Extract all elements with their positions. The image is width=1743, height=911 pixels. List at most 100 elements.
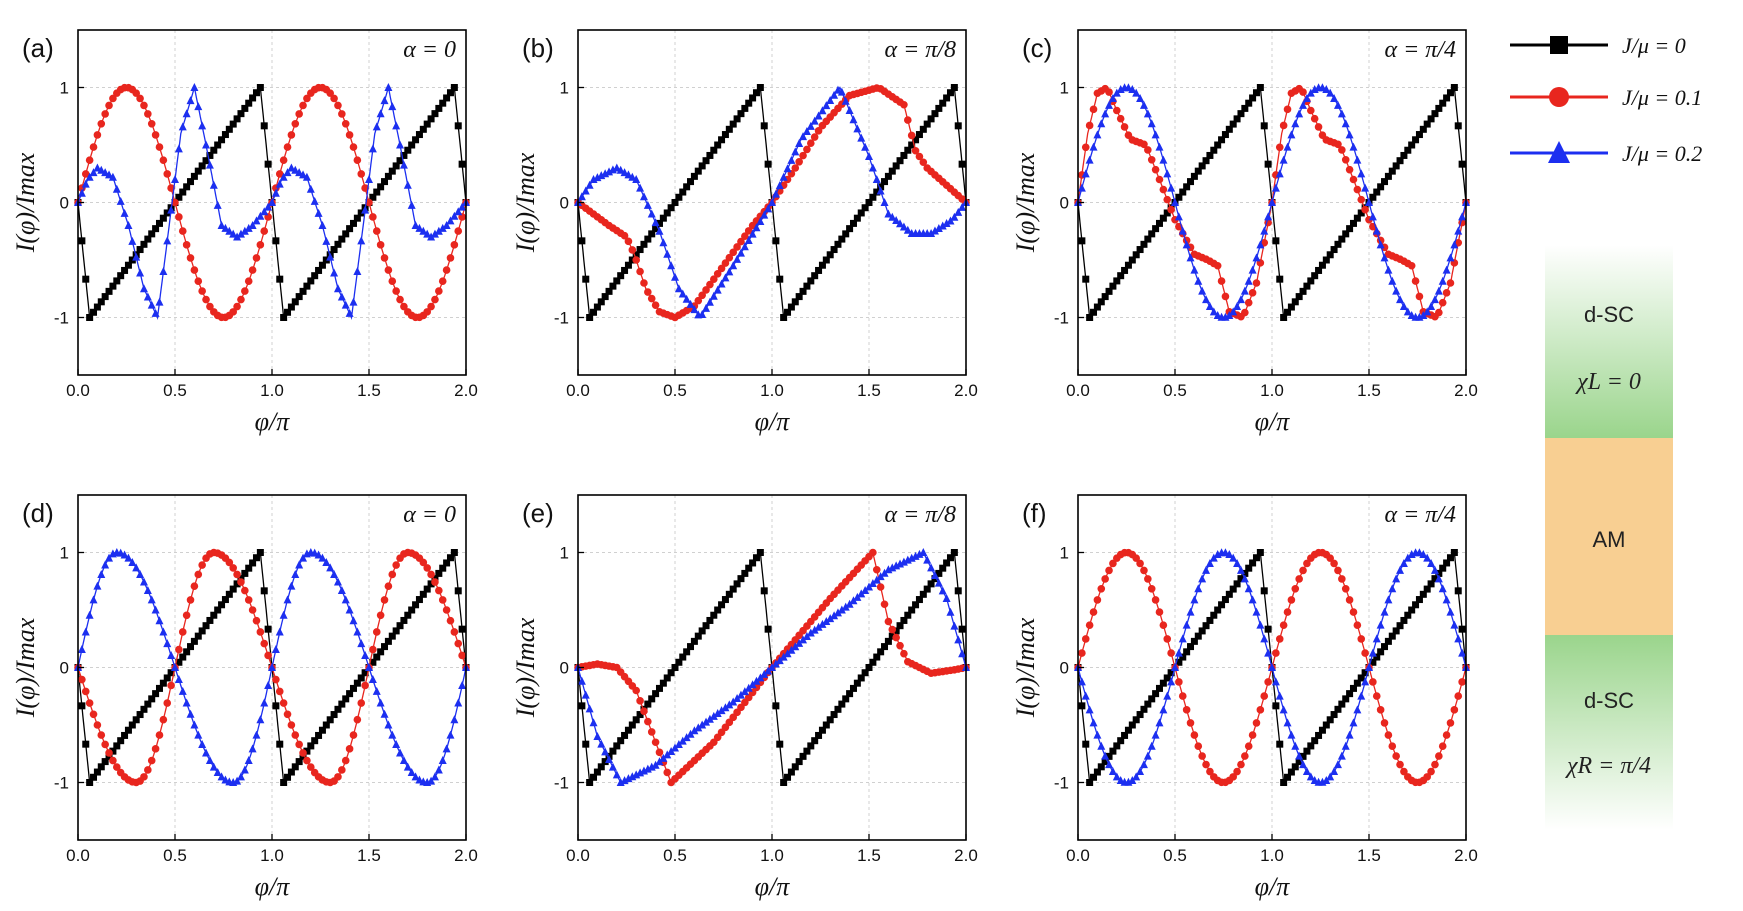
data-point-triangle	[1139, 760, 1148, 769]
data-point-square	[408, 606, 416, 614]
data-point-triangle	[233, 776, 242, 785]
data-point-triangle	[830, 90, 839, 99]
data-point-triangle	[1361, 183, 1370, 192]
data-point-triangle	[938, 586, 947, 595]
data-point-circle	[1341, 584, 1350, 593]
data-point-triangle	[1384, 265, 1393, 274]
data-point-circle	[190, 582, 199, 590]
data-point-triangle	[1085, 155, 1094, 164]
legend-entry-j02: J/μ = 0.2	[1510, 141, 1702, 166]
data-point-square	[1396, 157, 1404, 165]
data-point-triangle	[167, 205, 176, 214]
data-point-square	[361, 669, 369, 677]
data-point-square	[388, 167, 396, 175]
data-point-circle	[279, 699, 288, 707]
data-point-circle	[721, 259, 730, 267]
data-point-circle	[1097, 584, 1106, 593]
data-point-circle	[1105, 566, 1113, 575]
data-point-triangle	[733, 254, 742, 263]
data-point-triangle	[1143, 109, 1152, 118]
data-point-square	[458, 625, 466, 633]
data-point-square	[1113, 277, 1121, 285]
data-point-circle	[454, 639, 463, 648]
data-point-triangle	[1454, 226, 1463, 235]
data-point-square	[1159, 214, 1167, 222]
data-point-triangle	[1380, 607, 1389, 616]
data-point-triangle	[151, 605, 160, 614]
data-point-triangle	[671, 272, 679, 281]
data-point-circle	[710, 275, 718, 283]
data-point-square	[315, 731, 323, 739]
junction-schematic: d-SC χL = 0 AM d-SC χR = π/4	[1545, 245, 1673, 830]
data-point-circle	[1147, 584, 1156, 593]
data-point-square	[1326, 716, 1334, 724]
data-point-triangle	[628, 172, 637, 181]
x-tick-label: 1.0	[1260, 381, 1284, 400]
data-point-triangle	[806, 121, 815, 130]
data-point-triangle	[256, 211, 265, 220]
data-point-square	[1454, 122, 1462, 130]
data-point-square	[659, 214, 667, 222]
data-point-triangle	[1376, 240, 1385, 249]
data-point-triangle	[1236, 565, 1245, 574]
data-point-square	[939, 564, 947, 572]
data-point-circle	[431, 295, 439, 304]
data-point-triangle	[826, 95, 835, 104]
x-tick-label: 0.5	[663, 846, 687, 865]
data-point-circle	[291, 119, 300, 128]
data-point-square	[303, 747, 311, 755]
data-point-square	[1124, 726, 1132, 734]
data-point-triangle	[1081, 169, 1090, 178]
data-point-triangle	[608, 762, 617, 771]
data-point-circle	[93, 131, 102, 139]
data-point-triangle	[299, 553, 308, 562]
y-tick-label: 0	[1060, 659, 1069, 678]
data-point-triangle	[171, 175, 179, 183]
data-point-square	[1090, 773, 1098, 781]
data-point-triangle	[1353, 155, 1362, 164]
data-point-circle	[97, 731, 106, 739]
data-point-triangle	[1427, 558, 1436, 567]
data-point-square	[1093, 768, 1101, 776]
data-point-triangle	[388, 102, 397, 111]
data-point-circle	[717, 264, 726, 273]
data-point-circle	[880, 600, 889, 609]
data-point-circle	[442, 606, 451, 614]
data-point-square	[702, 157, 710, 165]
data-point-triangle	[849, 115, 858, 124]
data-point-square	[1311, 272, 1319, 280]
data-point-triangle	[597, 739, 606, 748]
data-point-square	[636, 246, 644, 254]
data-point-square	[1190, 172, 1198, 180]
data-point-square	[1264, 160, 1272, 168]
panel-label: (a)	[22, 33, 54, 63]
data-point-triangle	[458, 680, 467, 689]
data-point-circle	[1423, 773, 1431, 781]
alpha-annotation: α = π/4	[1385, 37, 1456, 63]
data-point-square	[1423, 585, 1431, 593]
data-point-square	[950, 84, 958, 91]
data-point-triangle	[1396, 565, 1405, 574]
data-point-circle	[369, 213, 377, 221]
data-point-triangle	[194, 102, 203, 111]
data-point-square	[221, 131, 229, 139]
data-point-square	[404, 146, 412, 154]
data-point-square	[791, 763, 799, 771]
data-point-triangle	[884, 209, 893, 218]
data-point-triangle	[318, 221, 327, 229]
data-point-square	[1388, 167, 1396, 175]
legend-label-j0: J/μ = 0	[1622, 33, 1686, 58]
data-point-triangle	[1287, 730, 1296, 739]
data-point-circle	[442, 266, 451, 274]
data-point-square	[86, 314, 94, 321]
data-point-square	[1295, 758, 1303, 766]
data-point-circle	[904, 116, 912, 124]
data-point-square	[776, 275, 784, 283]
data-point-square	[280, 314, 288, 321]
data-point-square	[1307, 277, 1315, 285]
data-point-circle	[1369, 678, 1377, 686]
data-point-circle	[194, 570, 203, 579]
data-point-square	[881, 643, 889, 651]
y-tick-label: 1	[1060, 79, 1069, 98]
